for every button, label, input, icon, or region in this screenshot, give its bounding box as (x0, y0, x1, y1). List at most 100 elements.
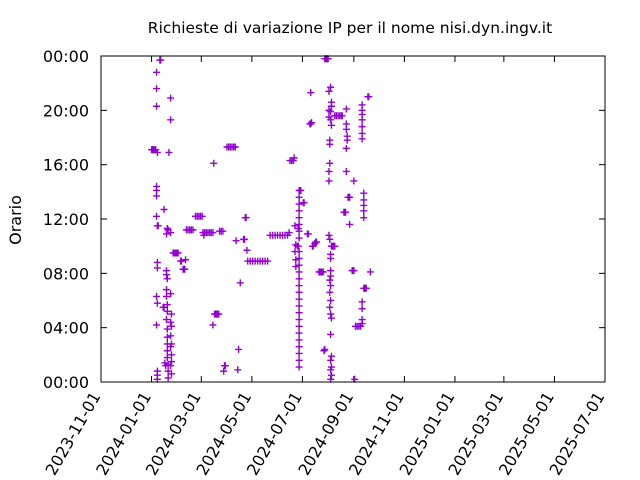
data-point (358, 305, 366, 313)
plot-frame (100, 55, 606, 383)
data-point (285, 229, 293, 237)
chart-title: Richieste di variazione IP per il nome n… (148, 19, 552, 37)
data-point (292, 263, 300, 271)
data-point (153, 264, 161, 272)
data-point (321, 345, 329, 353)
data-point (167, 351, 175, 359)
data-point (295, 234, 303, 242)
data-point (360, 189, 368, 197)
y-tick-label: 16:00 (43, 156, 89, 175)
data-point (295, 309, 303, 317)
data-point (327, 282, 335, 290)
data-point (307, 120, 315, 128)
data-point (342, 208, 350, 216)
data-point (215, 310, 223, 318)
data-point (264, 257, 272, 265)
data-point (325, 231, 333, 239)
data-point (295, 322, 303, 330)
data-point (294, 242, 302, 250)
data-point (167, 116, 175, 124)
data-point (153, 212, 161, 220)
y-tick-label: 08:00 (43, 264, 89, 283)
data-point (295, 302, 303, 310)
data-point (327, 102, 335, 110)
data-point (162, 286, 170, 294)
data-point (327, 310, 335, 318)
data-point (319, 268, 327, 276)
data-point (295, 261, 303, 269)
data-point (327, 330, 335, 338)
data-point (163, 333, 171, 341)
data-point (326, 159, 334, 167)
data-point (163, 354, 171, 362)
data-point (358, 316, 366, 324)
data-point (327, 272, 335, 280)
axes: 00:0004:0008:0012:0016:0020:0000:002023-… (42, 47, 609, 479)
data-point (181, 265, 189, 273)
data-point (327, 108, 335, 116)
data-point (167, 290, 175, 298)
data-point (157, 56, 165, 64)
data-point (300, 199, 308, 207)
data-point (342, 167, 350, 175)
data-point (360, 207, 368, 215)
data-point (366, 268, 374, 276)
data-point (177, 257, 185, 265)
data-point (365, 93, 373, 101)
data-point (295, 275, 303, 283)
data-point (325, 87, 333, 95)
data-point (234, 366, 242, 374)
data-point (326, 140, 334, 148)
data-point (295, 295, 303, 303)
data-point (295, 356, 303, 364)
data-point (209, 229, 217, 237)
data-point (153, 148, 161, 156)
data-point (327, 356, 335, 364)
data-point (163, 347, 171, 355)
data-point (295, 254, 303, 262)
data-point (167, 310, 175, 318)
y-tick-label: 04:00 (43, 319, 89, 338)
data-point (167, 370, 175, 378)
data-point (295, 193, 303, 201)
data-point (358, 116, 366, 124)
data-point (308, 119, 316, 127)
data-point (243, 246, 251, 254)
data-point (292, 256, 300, 264)
data-point (164, 374, 172, 382)
y-tick-label: 00:00 (43, 373, 89, 392)
data-point (153, 299, 161, 307)
data-point (153, 192, 161, 200)
data-point (209, 321, 217, 329)
data-point (327, 254, 335, 262)
data-point (295, 282, 303, 290)
data-point (327, 352, 335, 360)
data-point (165, 148, 173, 156)
data-point (153, 102, 161, 110)
data-point (342, 144, 350, 152)
y-tick-label: 20:00 (43, 101, 89, 120)
data-point (326, 276, 334, 284)
data-point (295, 349, 303, 357)
data-point (163, 307, 171, 315)
data-point (167, 362, 175, 370)
data-point (342, 125, 350, 133)
data-point (327, 371, 335, 379)
data-point (153, 292, 161, 300)
data-point (327, 314, 335, 322)
data-point (167, 343, 175, 351)
y-tick-label: 00:00 (43, 47, 89, 66)
data-points (148, 55, 374, 383)
data-point (360, 214, 368, 222)
data-point (326, 303, 334, 311)
data-point (338, 112, 346, 120)
data-point (304, 230, 312, 238)
data-point (346, 220, 354, 228)
data-point (327, 297, 335, 304)
data-point (331, 242, 339, 250)
data-point (350, 177, 358, 185)
data-point (163, 301, 171, 309)
data-point (346, 193, 354, 201)
data-point (297, 186, 305, 194)
